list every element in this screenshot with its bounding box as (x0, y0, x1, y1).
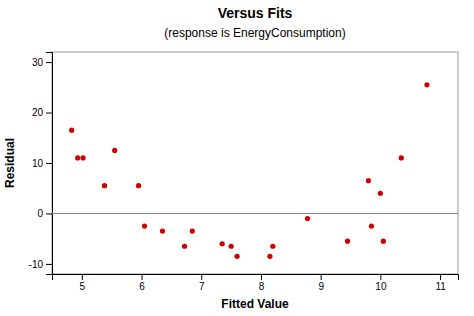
x-tick-mark (82, 274, 83, 280)
point (190, 229, 195, 234)
y-tick-label: 30 (32, 57, 44, 68)
y-tick-label: 10 (32, 158, 44, 169)
point (399, 155, 404, 160)
x-tick-label: 6 (139, 281, 145, 292)
x-tick-mark (380, 274, 381, 280)
x-tick-mark (142, 274, 143, 280)
x-tick-mark (261, 274, 262, 280)
x-tick-mark (440, 274, 441, 280)
subtitle: (response is EnergyConsumption) (164, 26, 345, 40)
point (75, 155, 80, 160)
point (270, 244, 275, 249)
y-tick-mark (46, 113, 52, 114)
y-tick-mark (46, 163, 52, 164)
y-tick: 10 (32, 158, 52, 169)
x-tick: 9 (318, 274, 324, 292)
point (378, 191, 383, 196)
point (220, 241, 225, 246)
point (142, 223, 147, 228)
x-tick: 11 (435, 274, 446, 292)
point (102, 183, 107, 188)
point (69, 128, 74, 133)
x-tick-label: 5 (80, 281, 86, 292)
y-tick: -10 (29, 259, 52, 270)
point (366, 178, 371, 183)
x-tick-label: 8 (259, 281, 265, 292)
point (234, 254, 239, 259)
point (80, 155, 85, 160)
y-tick-label: 0 (37, 208, 43, 219)
point (182, 244, 187, 249)
point (136, 183, 141, 188)
point (160, 229, 165, 234)
point (267, 254, 272, 259)
y-tick-label: -10 (29, 259, 44, 270)
y-tick-label: 20 (32, 107, 44, 118)
x-tick: 5 (80, 274, 86, 292)
x-tick-label: 10 (375, 281, 387, 292)
y-tick: 20 (32, 107, 52, 118)
y-tick-mark (46, 213, 52, 214)
marks (52, 82, 458, 259)
y-tick: 30 (32, 57, 52, 68)
point (369, 223, 374, 228)
x-tick: 7 (199, 274, 205, 292)
x-axis-title: Fitted Value (221, 297, 289, 311)
y-tick-mark (46, 264, 52, 265)
x-axis: 5 6 7 8 9 10 11 (53, 274, 459, 292)
chart-svg: 5 6 7 8 9 10 11 -10 0 10 20 30 Versus Fits (response … (0, 0, 474, 316)
plot-area: 5 6 7 8 9 10 11 -10 0 10 20 30 (29, 52, 459, 292)
point (424, 82, 429, 87)
point (229, 244, 234, 249)
x-tick: 10 (375, 274, 387, 292)
y-tick: 0 (37, 208, 52, 219)
y-axis-line (46, 53, 53, 275)
x-tick-label: 11 (435, 281, 446, 292)
y-axis: -10 0 10 20 30 (29, 53, 53, 275)
y-axis-title: Residual (3, 138, 17, 188)
reference-line (52, 213, 458, 214)
title: Versus Fits (218, 5, 293, 21)
x-tick-label: 9 (318, 281, 324, 292)
plot-frame (52, 52, 458, 274)
point (345, 239, 350, 244)
x-tick-label: 7 (199, 281, 205, 292)
x-tick-mark (321, 274, 322, 280)
point (305, 216, 310, 221)
x-axis-line (53, 275, 459, 281)
x-tick-mark (201, 274, 202, 280)
y-tick-mark (46, 62, 52, 63)
x-tick: 6 (139, 274, 145, 292)
point (112, 148, 117, 153)
x-tick: 8 (259, 274, 265, 292)
point (381, 239, 386, 244)
